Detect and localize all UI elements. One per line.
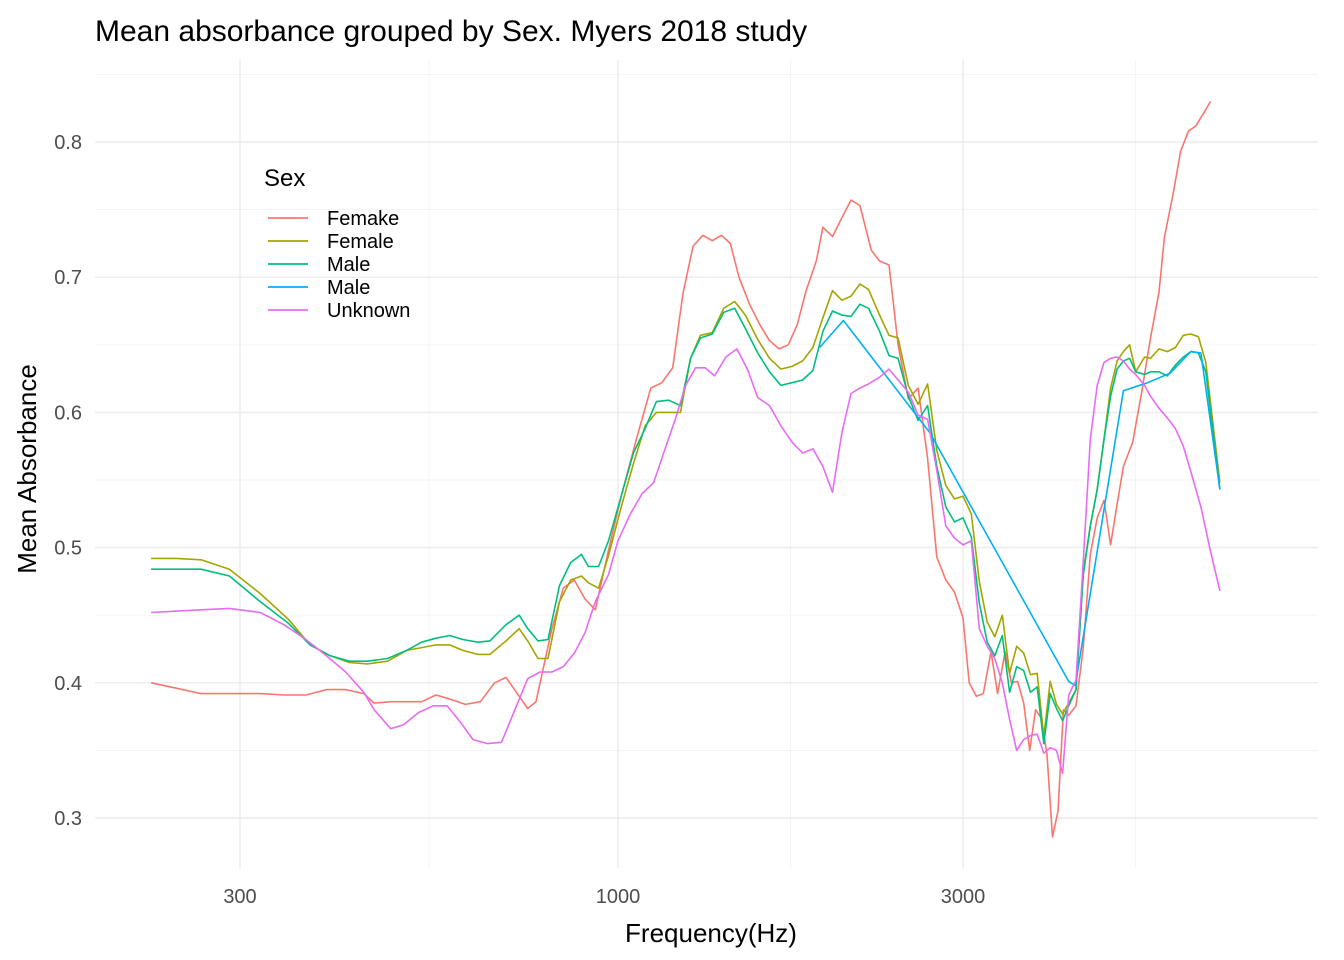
series-line-5-unknown — [151, 348, 1221, 775]
y-tick-label: 0.3 — [54, 808, 82, 830]
minor-grid — [95, 60, 1318, 868]
legend-item: Male — [268, 277, 370, 299]
x-tick-label: 3000 — [941, 886, 986, 908]
legend-label: Femake — [327, 208, 399, 230]
y-tick-label: 0.7 — [54, 267, 82, 289]
x-axis-title: Frequency(Hz) — [625, 918, 797, 948]
y-tick-label: 0.5 — [54, 538, 82, 560]
x-axis-ticks: 300 1000 3000 — [223, 886, 985, 908]
legend-item: Male — [268, 254, 370, 276]
legend-item: Unknown — [268, 300, 410, 322]
series-layer — [150, 100, 1221, 838]
x-tick-label: 1000 — [596, 886, 641, 908]
x-tick-label: 300 — [223, 886, 256, 908]
y-axis-ticks: 0.3 0.4 0.5 0.6 0.7 0.8 — [54, 132, 82, 830]
series-line-2-female — [151, 283, 1221, 738]
legend-title: Sex — [264, 165, 305, 192]
series-line-4-male — [818, 319, 1221, 687]
y-axis-title: Mean Absorbance — [12, 364, 42, 574]
chart-title: Mean absorbance grouped by Sex. Myers 20… — [95, 15, 807, 48]
series-line-1-femake — [150, 100, 1212, 838]
y-tick-label: 0.4 — [54, 673, 82, 695]
series-line-3-male — [151, 303, 1221, 745]
legend-item: Female — [268, 231, 394, 253]
y-tick-label: 0.8 — [54, 132, 82, 154]
legend-label: Male — [327, 254, 370, 276]
legend-label: Unknown — [327, 300, 410, 322]
legend-label: Female — [327, 231, 394, 253]
major-grid — [95, 60, 1318, 868]
legend-item: Femake — [268, 208, 399, 230]
y-tick-label: 0.6 — [54, 402, 82, 424]
legend-label: Male — [327, 277, 370, 299]
